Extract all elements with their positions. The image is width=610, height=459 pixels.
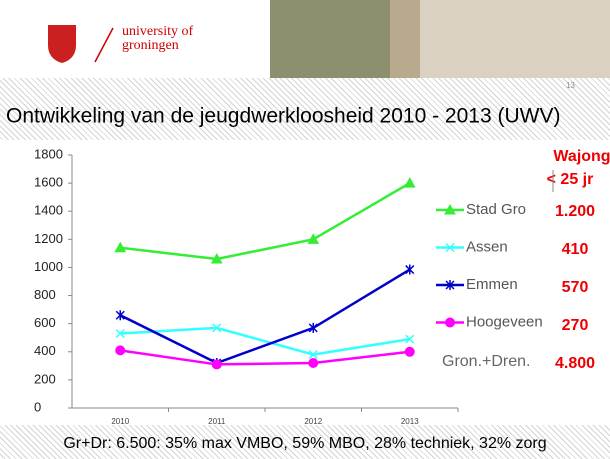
x-tick-label: 2013 xyxy=(401,417,419,426)
marker xyxy=(116,346,125,355)
plot-background xyxy=(0,140,610,425)
y-tick-label: 200 xyxy=(34,371,56,386)
slide-number: 13 xyxy=(566,81,575,90)
x-tick-label: 2012 xyxy=(304,417,322,426)
table-value: 1.200 xyxy=(555,203,595,220)
x-tick-label: 2010 xyxy=(111,417,129,426)
table-header: Wajong xyxy=(553,148,610,165)
legend-label: Emmen xyxy=(466,276,518,293)
table-value: 410 xyxy=(562,241,589,258)
slide: university of groningen 13 Ontwikkeling … xyxy=(0,0,610,459)
table-value: 570 xyxy=(562,279,589,296)
logo-text: university of xyxy=(122,24,193,39)
marker xyxy=(405,347,414,356)
logo-text: groningen xyxy=(122,38,179,53)
y-tick-label: 800 xyxy=(34,287,56,302)
y-tick-label: 600 xyxy=(34,315,56,330)
marker xyxy=(309,359,318,368)
total-label: Gron.+Dren. xyxy=(442,353,530,370)
table-value: 270 xyxy=(562,317,589,334)
table-header: < 25 jr xyxy=(547,171,594,188)
chart-title: Ontwikkeling van de jeugdwerkloosheid 20… xyxy=(6,105,560,128)
y-tick-label: 1800 xyxy=(34,146,63,161)
y-tick-label: 1000 xyxy=(34,259,63,274)
legend-label: Hoogeveen xyxy=(466,313,543,330)
table-value: 4.800 xyxy=(555,355,595,372)
x-tick-label: 2011 xyxy=(208,417,226,426)
y-tick-label: 1200 xyxy=(34,231,63,246)
footer: Gr+Dr: 6.500: 35% max VMBO, 59% MBO, 28%… xyxy=(63,435,546,452)
legend-label: Assen xyxy=(466,238,508,255)
legend-label: Stad Gro xyxy=(466,201,526,218)
y-tick-label: 0 xyxy=(34,399,41,414)
marker xyxy=(446,318,455,327)
crest xyxy=(48,25,76,63)
y-tick-label: 1600 xyxy=(34,175,63,190)
y-tick-label: 1400 xyxy=(34,203,63,218)
marker xyxy=(212,360,221,369)
y-tick-label: 400 xyxy=(34,343,56,358)
chart: university of groningen 13 Ontwikkeling … xyxy=(0,0,610,459)
photo-tree xyxy=(270,0,390,78)
photo-figure xyxy=(420,0,610,78)
